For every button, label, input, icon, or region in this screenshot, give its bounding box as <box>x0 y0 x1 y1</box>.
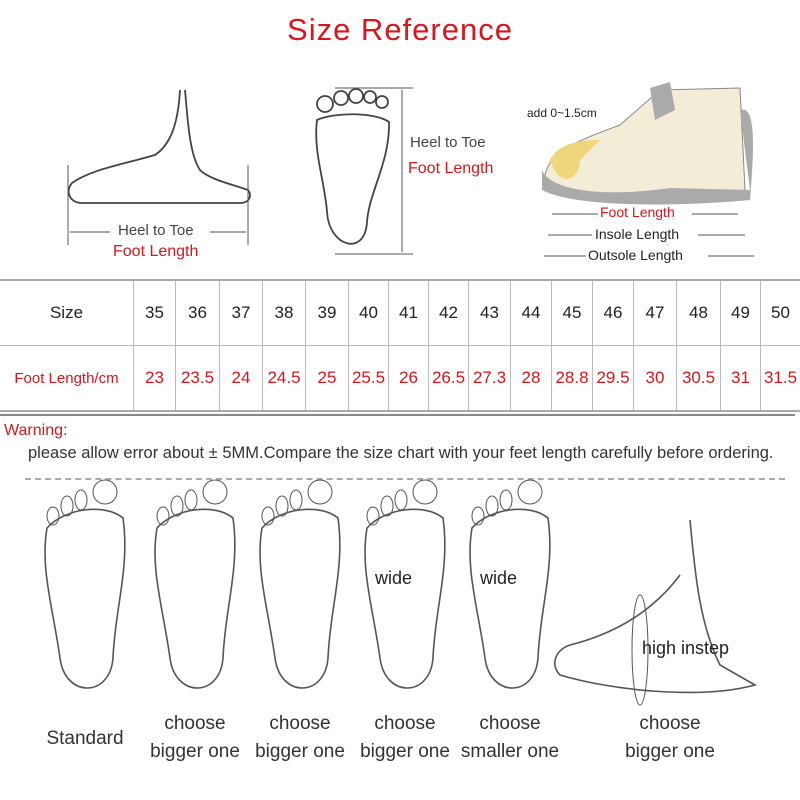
foot-type-annotation: high instep <box>642 638 730 658</box>
foot-type-caption: choose bigger one <box>235 710 365 766</box>
foot-length-cell: 29.5 <box>592 346 633 410</box>
insole-length: Insole Length <box>595 226 680 242</box>
page-title: Size Reference <box>287 12 513 47</box>
dimension-lines <box>544 213 754 257</box>
size-table: Size 35 36 37 38 39 40 41 42 43 44 45 46 47 48 49 50 Fo… <box>0 279 800 412</box>
foot-length-header: Foot Length/cm <box>14 369 119 387</box>
side-foot-illustration <box>67 89 251 245</box>
foot-type-annotation: wide <box>375 568 413 588</box>
caption-line: bigger one <box>150 741 240 762</box>
foot-outline-icon <box>469 479 551 689</box>
size-cell: 48 <box>676 281 720 345</box>
foot-length-cell: 25 <box>305 346 348 410</box>
foot-length-cell: 23 <box>133 346 175 410</box>
foot-length-cell: 28 <box>510 346 551 410</box>
size-cell: 38 <box>262 281 305 345</box>
foot-length-cell: 30.5 <box>676 346 720 410</box>
foot-length-cell: 31.5 <box>760 346 800 410</box>
foot-length-cell: 25.5 <box>348 346 388 410</box>
foot-length-cell: 26.5 <box>428 346 468 410</box>
caption-line: choose <box>269 713 331 734</box>
size-cell: 42 <box>428 281 468 345</box>
side-foot-label: Heel to Toe <box>118 222 194 239</box>
foot-outline-icon <box>154 479 236 689</box>
shoe-foot-length: Foot Length <box>600 204 675 220</box>
foot-length-cell: 28.8 <box>551 346 592 410</box>
size-cell: 44 <box>510 281 551 345</box>
foot-length-cell: 30 <box>633 346 676 410</box>
size-cell: 39 <box>305 281 348 345</box>
size-cell: 43 <box>468 281 510 345</box>
foot-length-cell: 27.3 <box>468 346 510 410</box>
shoe-cross-section-illustration <box>542 82 753 205</box>
foot-length-cell: 26 <box>388 346 428 410</box>
foot-length-row: Foot Length/cm 23 23.5 24 24.5 25 25.5 26 26.5 2… <box>0 345 800 410</box>
foot-outline-icon <box>364 479 446 689</box>
warning-label: Warning: <box>4 422 68 439</box>
caption-line: choose <box>479 713 541 734</box>
warning-text: please allow error about ± 5MM.Compare t… <box>28 444 774 462</box>
size-row: Size 35 36 37 38 39 40 41 42 43 44 45 46 47 48 49 50 <box>0 281 800 345</box>
caption-line: smaller one <box>460 741 560 762</box>
size-cell: 37 <box>219 281 262 345</box>
foot-length-cell: 24.5 <box>262 346 305 410</box>
caption-line: bigger one <box>360 741 450 762</box>
foot-type-caption: choose bigger one <box>130 710 260 766</box>
outsole-length: Outsole Length <box>588 247 683 263</box>
dashed-divider <box>25 478 785 480</box>
size-cell: 49 <box>720 281 760 345</box>
foot-length-cell: 23.5 <box>175 346 219 410</box>
caption-line: bigger one <box>625 741 715 762</box>
foot-type-annotation: wide <box>480 568 518 588</box>
foot-outline-icon <box>259 479 341 689</box>
size-cell: 40 <box>348 281 388 345</box>
high-instep-foot-icon <box>554 519 758 706</box>
caption-line: choose <box>374 713 436 734</box>
size-cell: 50 <box>760 281 800 345</box>
foot-type-caption: Standard <box>20 725 150 753</box>
foot-type-caption: choose smaller one <box>445 710 575 766</box>
size-cell: 45 <box>551 281 592 345</box>
foot-length-cell: 24 <box>219 346 262 410</box>
side-foot-length: Foot Length <box>113 243 199 260</box>
caption-line: choose <box>164 713 226 734</box>
size-cell: 46 <box>592 281 633 345</box>
sole-length: Foot Length <box>408 160 494 177</box>
sole-label: Heel to Toe <box>410 134 486 151</box>
size-cell: 47 <box>633 281 676 345</box>
foot-type-caption: choose bigger one <box>340 710 470 766</box>
caption-line: Standard <box>46 728 124 749</box>
caption-line: choose <box>639 713 701 734</box>
size-cell: 36 <box>175 281 219 345</box>
foot-outline-icon <box>44 479 126 689</box>
foot-sole-illustration <box>315 87 413 255</box>
size-cell: 35 <box>133 281 175 345</box>
add-allowance-label: add 0~1.5cm <box>527 106 597 120</box>
size-cell: 41 <box>388 281 428 345</box>
size-header: Size <box>49 303 84 322</box>
caption-line: bigger one <box>255 741 345 762</box>
foot-length-cell: 31 <box>720 346 760 410</box>
foot-type-caption: choose bigger one <box>605 710 735 766</box>
divider <box>0 414 795 416</box>
